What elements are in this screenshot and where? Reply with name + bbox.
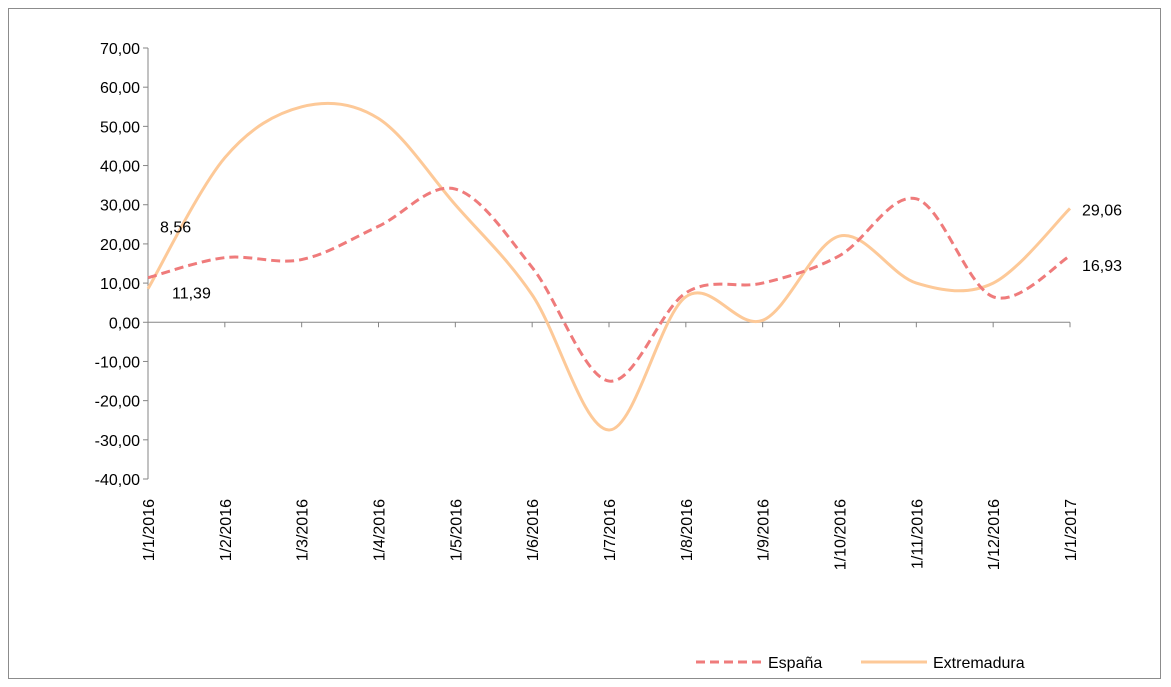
y-tick-label: 60,00: [100, 80, 140, 97]
data-label: 16,93: [1082, 258, 1122, 275]
x-tick-label: 1/1/2016: [141, 499, 158, 561]
data-label: 29,06: [1082, 202, 1122, 219]
legend: España Extremadura: [696, 655, 1025, 672]
x-tick-label: 1/1/2017: [1063, 499, 1080, 561]
y-tick-label: 10,00: [100, 276, 140, 293]
x-tick-label: 1/9/2016: [756, 499, 773, 561]
legend-label: Extremadura: [933, 655, 1025, 672]
y-tick-label: 40,00: [100, 159, 140, 176]
data-label: 8,56: [160, 220, 191, 237]
x-tick-label: 1/3/2016: [295, 499, 312, 561]
y-tick-label: 20,00: [100, 237, 140, 254]
y-tick-label: 0,00: [109, 315, 140, 332]
series-layer: [146, 101, 1072, 432]
y-tick-label: -10,00: [95, 354, 140, 371]
y-tick-label: 70,00: [100, 41, 140, 58]
legend-label: España: [768, 655, 822, 672]
y-tick-label: -40,00: [95, 472, 140, 489]
x-tick-label: 1/11/2016: [909, 499, 926, 569]
x-tick-label: 1/12/2016: [986, 499, 1003, 570]
y-tick-label: -30,00: [95, 433, 140, 450]
y-tick-label: -20,00: [95, 394, 140, 411]
series-line-espana: [147, 186, 1071, 383]
series-line-extremadura: [146, 101, 1072, 432]
axes: 70,00 60,00 50,00 40,00 30,00 20,00 10,00 0,00 -…: [95, 41, 1080, 570]
y-tick-label: 30,00: [100, 198, 140, 215]
chart-frame: [8, 8, 1161, 679]
x-tick-label: 1/8/2016: [679, 499, 696, 561]
y-tick-label: 50,00: [100, 119, 140, 136]
x-tick-label: 1/7/2016: [602, 499, 619, 561]
x-tick-label: 1/4/2016: [372, 499, 389, 561]
data-labels: 8,56 11,39 29,06 16,93: [160, 202, 1122, 302]
x-tick-label: 1/5/2016: [448, 499, 465, 561]
x-tick-label: 1/2/2016: [218, 499, 235, 561]
data-label: 11,39: [172, 286, 211, 303]
x-tick-label: 1/10/2016: [833, 499, 850, 570]
x-tick-label: 1/6/2016: [525, 499, 542, 561]
